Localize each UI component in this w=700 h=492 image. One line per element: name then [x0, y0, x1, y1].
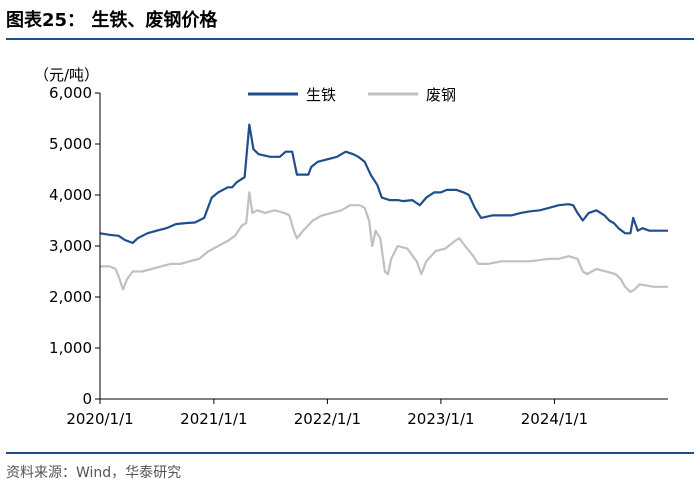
y-tick-label: 0	[82, 390, 92, 408]
source-rule	[6, 452, 694, 454]
x-tick-label: 2022/1/1	[294, 410, 361, 428]
y-tick-label: 3,000	[49, 237, 92, 255]
y-unit-label: （元/吨）	[34, 66, 99, 84]
price-line-chart: （元/吨） 0 1,000 2,000 3,000 4,000 5,000 6,000 20…	[34, 66, 668, 428]
title-rule	[6, 38, 694, 40]
x-tick-label: 2021/1/1	[180, 410, 247, 428]
series-layer	[99, 123, 668, 293]
y-tick-label: 4,000	[49, 186, 92, 204]
y-tick-label: 2,000	[49, 288, 92, 306]
legend-label: 废钢	[426, 86, 456, 104]
figure-title: 图表25： 生铁、废钢价格	[6, 10, 218, 31]
y-tick-label: 5,000	[49, 135, 92, 153]
x-axis-ticks: 2020/1/1 2021/1/1 2022/1/1 2023/1/1 2024/1/1	[66, 399, 588, 428]
y-axis-ticks: 0 1,000 2,000 3,000 4,000 5,000 6,000	[49, 84, 100, 408]
source-note: 资料来源：Wind，华泰研究	[6, 465, 182, 481]
legend-label: 生铁	[306, 86, 336, 104]
x-tick-label: 2024/1/1	[521, 410, 588, 428]
series-line-scrap	[100, 191, 668, 293]
y-tick-label: 6,000	[49, 84, 92, 102]
x-tick-label: 2023/1/1	[407, 410, 474, 428]
series-line-pig-iron	[99, 123, 668, 244]
axes	[99, 93, 668, 400]
legend: 生铁 废钢	[248, 86, 456, 104]
x-tick-label: 2020/1/1	[66, 410, 133, 428]
y-tick-label: 1,000	[49, 339, 92, 357]
